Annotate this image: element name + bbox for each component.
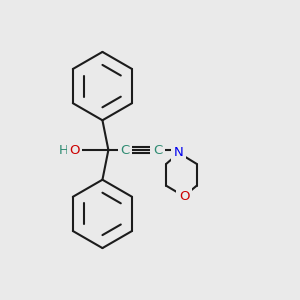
Text: C: C <box>121 143 130 157</box>
Text: O: O <box>179 190 189 203</box>
Text: O: O <box>69 143 80 157</box>
Text: C: C <box>153 143 162 157</box>
Text: H: H <box>58 143 68 157</box>
Text: N: N <box>174 146 184 160</box>
